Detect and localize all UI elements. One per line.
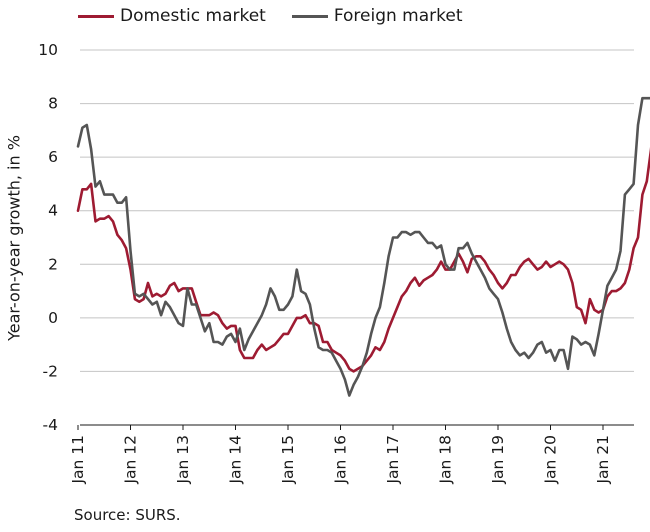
x-tick-label: Jan 16 xyxy=(332,435,350,485)
y-tick-label: 8 xyxy=(48,95,58,113)
legend-label-domestic: Domestic market xyxy=(120,6,266,26)
x-tick-label: Jan 17 xyxy=(384,435,402,485)
legend-label-foreign: Foreign market xyxy=(333,6,463,26)
legend-swatch-foreign xyxy=(291,14,328,18)
x-tick-label: Jan 13 xyxy=(174,435,192,485)
x-tick-label: Jan 11 xyxy=(69,435,87,485)
x-tick-label: Jan 19 xyxy=(489,435,507,485)
y-tick-label: 6 xyxy=(48,148,58,166)
y-tick-label: 2 xyxy=(48,255,58,273)
series-line-domestic xyxy=(76,146,650,373)
y-tick-label: -2 xyxy=(43,362,58,380)
y-tick-label: 4 xyxy=(48,202,58,220)
source-note: Source: SURS. xyxy=(74,506,181,524)
y-tick-label: 10 xyxy=(38,41,58,59)
legend-item-foreign: Foreign market xyxy=(291,6,463,26)
x-tick-label: Jan 20 xyxy=(542,435,560,485)
legend: Domestic market Foreign market xyxy=(78,6,463,26)
x-tick-label: Jan 18 xyxy=(437,435,455,485)
x-tick-label: Jan 12 xyxy=(122,435,140,485)
x-tick-label: Jan 14 xyxy=(227,435,245,485)
x-tick-label: Jan 21 xyxy=(594,435,612,485)
x-tick-label: Jan 15 xyxy=(279,435,297,485)
y-tick-label: -4 xyxy=(43,416,58,434)
legend-item-domestic: Domestic market xyxy=(78,6,266,26)
legend-swatch-domestic xyxy=(78,14,114,18)
series-line-foreign xyxy=(76,96,650,397)
y-tick-label: 0 xyxy=(48,309,58,327)
